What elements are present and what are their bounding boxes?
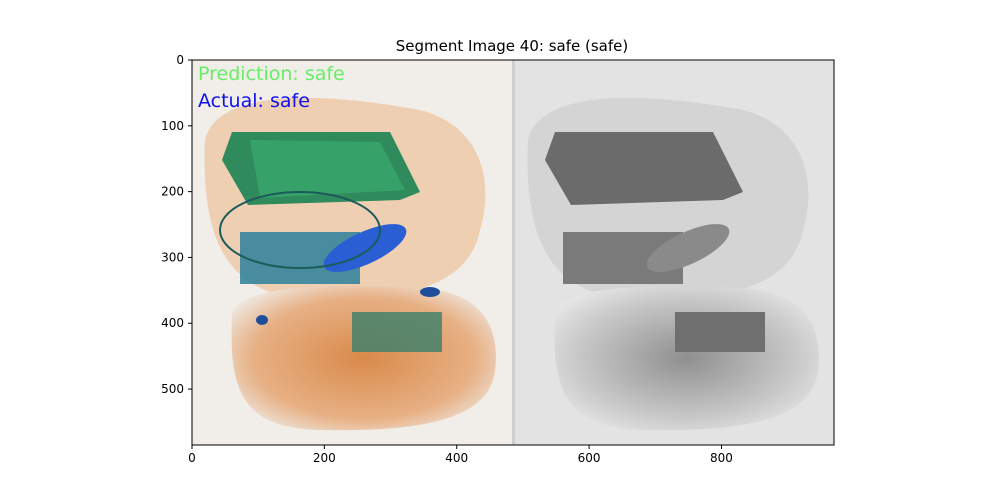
lower-bag-color: [231, 286, 496, 431]
figure-title: Segment Image 40: safe (safe): [396, 37, 628, 55]
item-dot-2: [420, 287, 440, 297]
y-tick-label: 0: [176, 53, 184, 67]
y-tick-label: 300: [161, 250, 184, 264]
y-tick-label: 100: [161, 119, 184, 133]
prediction-overlay: Prediction: safe: [198, 63, 345, 85]
cable-loop: [219, 191, 381, 269]
laptop-gray: [545, 132, 743, 205]
y-tick-label: 500: [161, 382, 184, 396]
x-tick-label: 200: [313, 451, 336, 465]
electronics-lower-gray: [675, 312, 765, 352]
y-tick-label: 200: [161, 185, 184, 199]
x-tick-label: 400: [445, 451, 468, 465]
xray-image: Prediction: safe Actual: safe: [192, 60, 834, 445]
y-tick-label: 400: [161, 316, 184, 330]
axis-ticks: 0 200 400 600 800 0 100 200 300 400 500: [161, 53, 733, 465]
actual-overlay: Actual: safe: [198, 90, 310, 112]
axes-frame: [191, 59, 835, 446]
half-divider: [512, 60, 515, 445]
bottle-color: [323, 224, 407, 272]
x-tick-label: 600: [578, 451, 601, 465]
x-tick-label: 0: [188, 451, 196, 465]
x-tick-label: 800: [710, 451, 733, 465]
bottle-gray: [646, 224, 730, 272]
electronics-lower: [352, 312, 442, 352]
item-dot: [256, 315, 268, 325]
laptop-detail: [250, 140, 405, 198]
lower-bag-gray: [554, 286, 819, 431]
